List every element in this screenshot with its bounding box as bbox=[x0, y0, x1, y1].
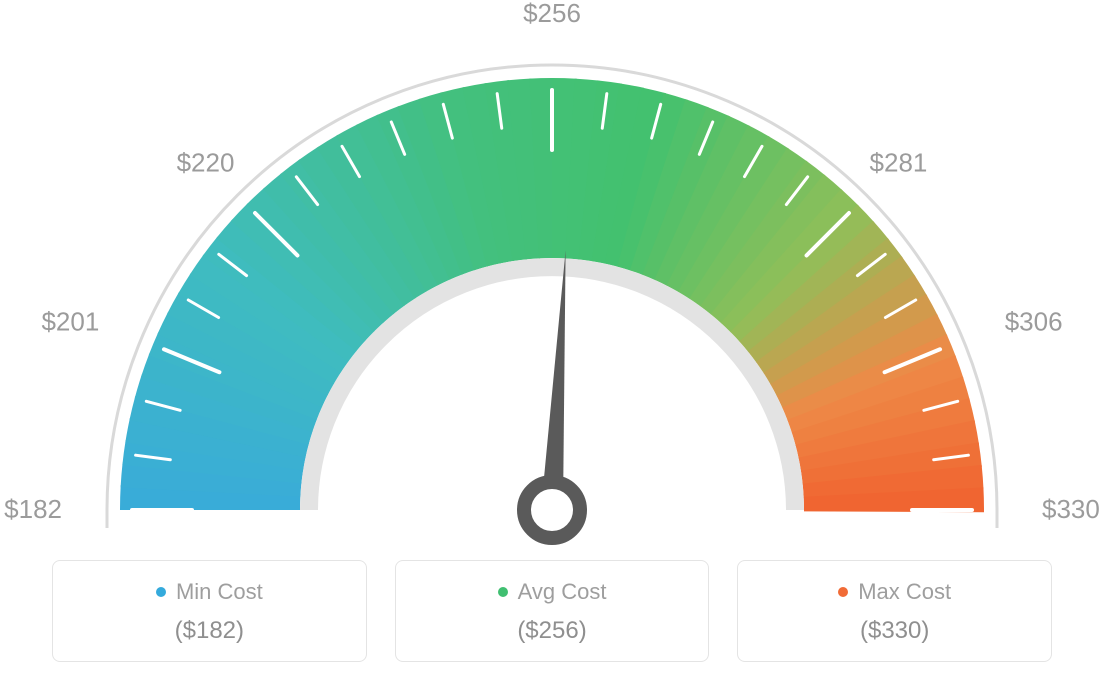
legend-value-max: ($330) bbox=[748, 617, 1041, 645]
legend-title-avg: Avg Cost bbox=[498, 579, 607, 605]
legend-label-avg: Avg Cost bbox=[518, 579, 607, 605]
legend-dot-min bbox=[156, 587, 166, 597]
svg-text:$281: $281 bbox=[870, 148, 928, 178]
legend-title-max: Max Cost bbox=[838, 579, 951, 605]
legend-card-avg: Avg Cost ($256) bbox=[395, 560, 710, 662]
svg-text:$256: $256 bbox=[523, 0, 581, 28]
svg-text:$220: $220 bbox=[177, 148, 235, 178]
legend-dot-max bbox=[838, 587, 848, 597]
legend-dot-avg bbox=[498, 587, 508, 597]
legend-row: Min Cost ($182) Avg Cost ($256) Max Cost… bbox=[52, 560, 1052, 662]
legend-card-max: Max Cost ($330) bbox=[737, 560, 1052, 662]
svg-text:$330: $330 bbox=[1042, 494, 1100, 524]
legend-label-max: Max Cost bbox=[858, 579, 951, 605]
legend-title-min: Min Cost bbox=[156, 579, 263, 605]
svg-text:$201: $201 bbox=[41, 306, 99, 336]
legend-value-min: ($182) bbox=[63, 617, 356, 645]
legend-label-min: Min Cost bbox=[176, 579, 263, 605]
cost-gauge: $182 $201 $220 $256 $281 $306 $330 bbox=[0, 0, 1104, 560]
gauge-container: $182 $201 $220 $256 $281 $306 $330 bbox=[0, 0, 1104, 560]
legend-card-min: Min Cost ($182) bbox=[52, 560, 367, 662]
svg-text:$306: $306 bbox=[1005, 306, 1063, 336]
legend-value-avg: ($256) bbox=[406, 617, 699, 645]
svg-text:$182: $182 bbox=[4, 494, 62, 524]
